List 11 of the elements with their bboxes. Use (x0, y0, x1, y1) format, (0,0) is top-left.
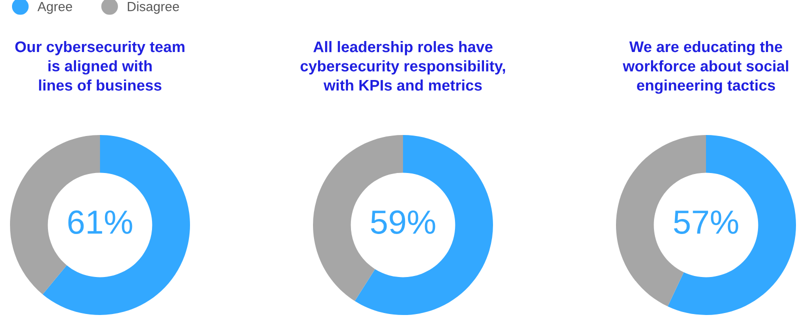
donut-slice (354, 135, 493, 315)
donut-slice (42, 135, 190, 315)
chart-title: All leadership roles have cybersecurity responsibility, with KPIs and metrics (300, 41, 506, 91)
legend-label: Disagree (128, 2, 179, 14)
chart-title: We are educating the workforce about social engineering tactics (622, 40, 788, 94)
text: Our cybersecurity team is aligned with lines of business (15, 40, 184, 91)
legend-label: Agree (37, 2, 72, 14)
data-label: 61% (68, 210, 132, 234)
data-label: 57% (674, 210, 738, 234)
data-label: 59% (370, 210, 436, 234)
donut-slice (668, 135, 796, 315)
